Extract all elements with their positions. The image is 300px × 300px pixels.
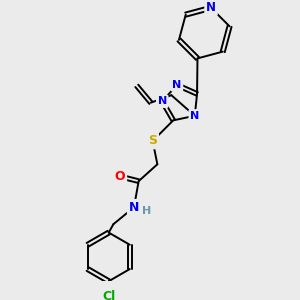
Text: Cl: Cl (102, 290, 115, 300)
Text: H: H (142, 206, 152, 216)
Text: N: N (172, 80, 182, 90)
Text: N: N (190, 111, 200, 121)
Text: N: N (158, 96, 167, 106)
Text: N: N (129, 201, 139, 214)
Text: O: O (115, 170, 125, 183)
Text: S: S (148, 134, 157, 147)
Text: N: N (206, 1, 216, 14)
